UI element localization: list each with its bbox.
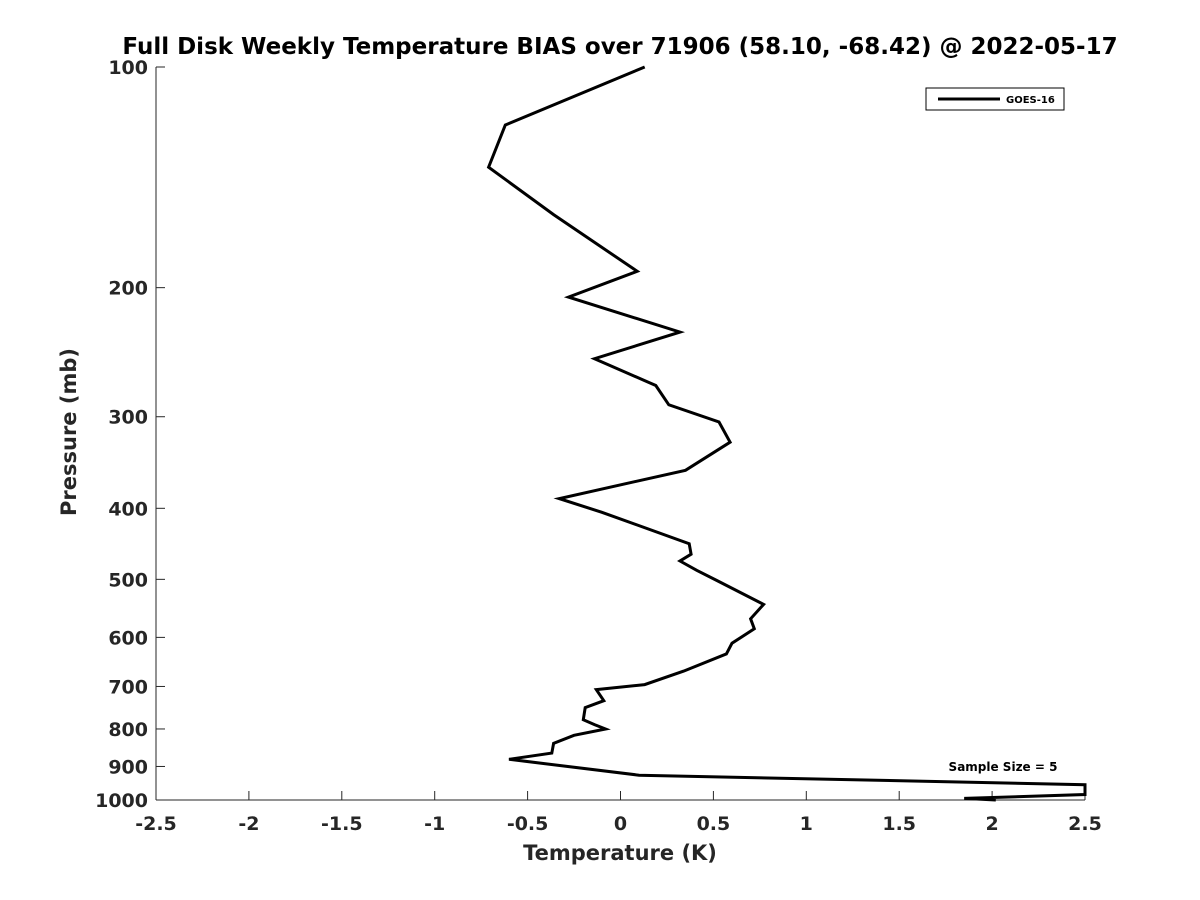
y-tick-label: 100 [108, 57, 148, 79]
legend-label: GOES-16 [1006, 95, 1055, 106]
x-tick-label: -1 [424, 813, 445, 835]
series-line-goes-16 [486, 65, 1087, 802]
y-tick-label: 600 [108, 627, 148, 649]
plot-area [486, 65, 1087, 802]
y-tick-label: 200 [108, 278, 148, 300]
axes: -2.5 -2 -1.5 -1 -0.5 0 0.5 1 1.5 2 2.5 100 200 300 400… [95, 57, 1102, 835]
chart-title: Full Disk Weekly Temperature BIAS over 7… [122, 34, 1117, 60]
y-tick-label: 1000 [95, 790, 148, 812]
x-tick-label: 1.5 [882, 813, 916, 835]
x-axis-label: Temperature (K) [523, 841, 717, 865]
x-tick-label: 0 [614, 813, 627, 835]
y-tick-label: 500 [108, 569, 148, 591]
x-tick-label: -2 [238, 813, 259, 835]
y-tick-label: 300 [108, 407, 148, 429]
y-tick-label: 700 [108, 676, 148, 698]
x-tick-label: -1.5 [321, 813, 363, 835]
y-tick-label: 400 [108, 498, 148, 520]
x-tick-label: 2.5 [1068, 813, 1102, 835]
y-tick-label: 800 [108, 719, 148, 741]
sample-size-annotation: Sample Size = 5 [949, 760, 1058, 774]
y-tick-label: 900 [108, 756, 148, 778]
x-tick-label: -2.5 [135, 813, 177, 835]
x-tick-label: 0.5 [697, 813, 731, 835]
y-axis-label: Pressure (mb) [57, 348, 81, 516]
x-tick-label: 1 [800, 813, 813, 835]
x-tick-label: 2 [985, 813, 998, 835]
legend: GOES-16 [925, 87, 1065, 111]
x-tick-label: -0.5 [507, 813, 549, 835]
